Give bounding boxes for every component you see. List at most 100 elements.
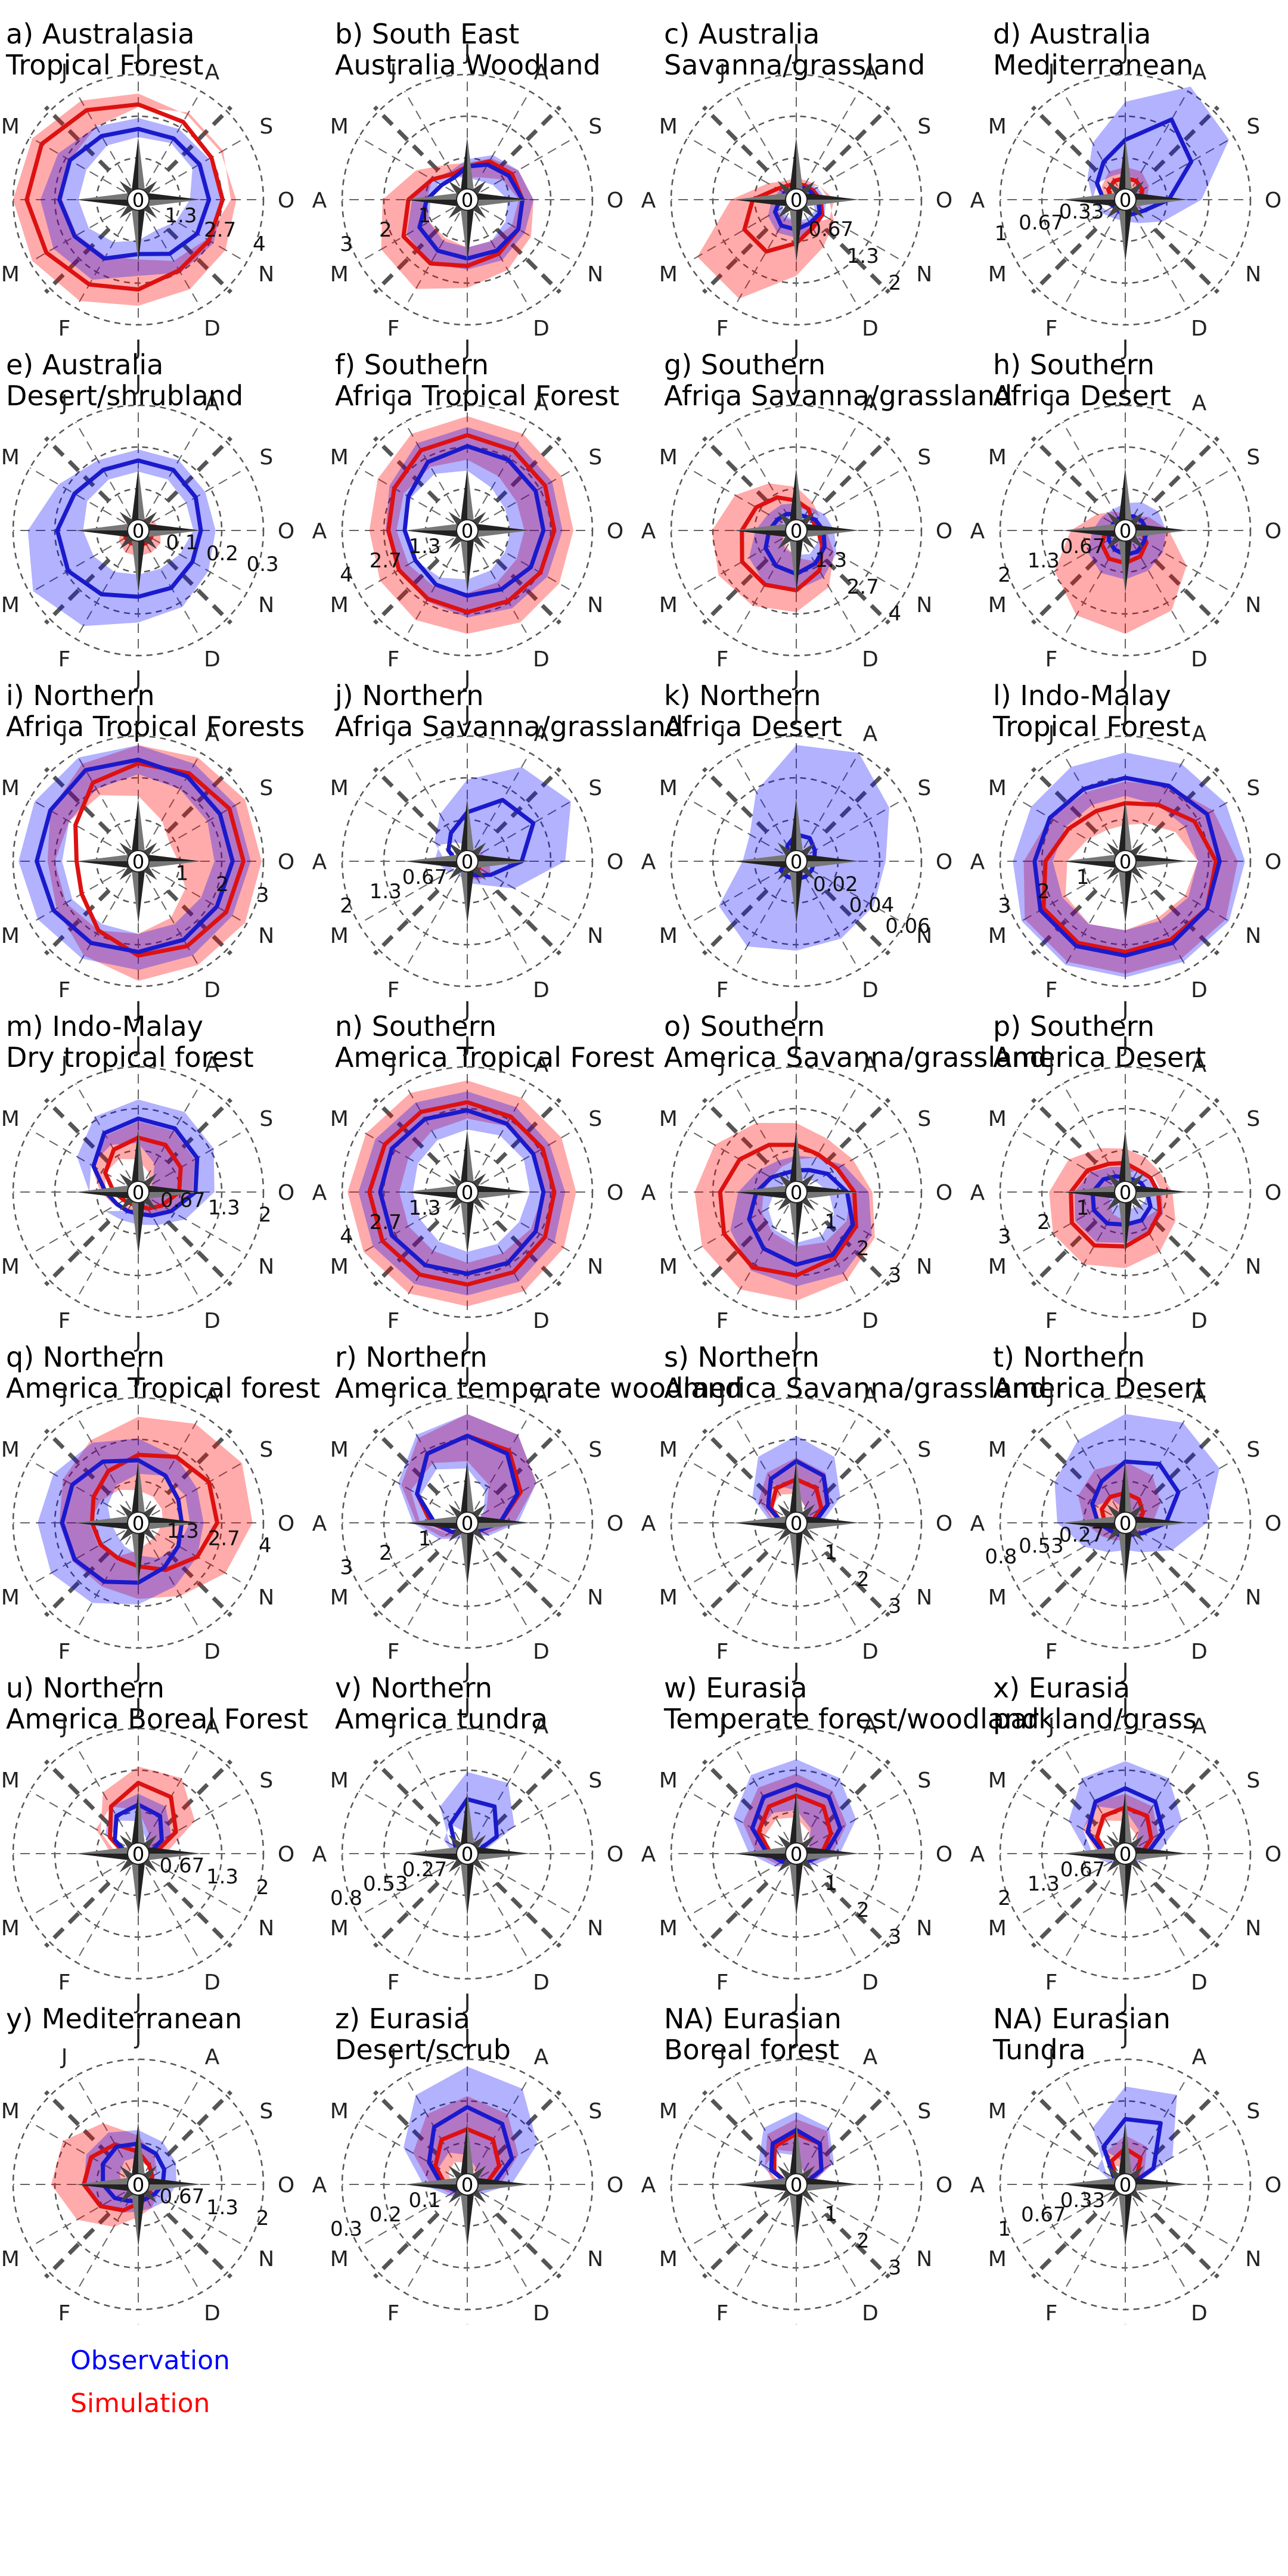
month-label: J: [463, 1694, 471, 1719]
month-label: O: [1265, 2173, 1281, 2198]
month-label: F: [716, 978, 729, 1003]
compass-arm: [460, 1129, 467, 1192]
grid-spoke: [138, 136, 247, 200]
compass-arm: [131, 1523, 138, 1585]
axis-spoke: [44, 1882, 110, 1948]
grid-spoke: [404, 2075, 468, 2185]
grid-spoke: [1125, 421, 1188, 531]
month-label: O: [936, 1842, 952, 1867]
axis-spoke: [824, 889, 891, 956]
ring-value-label: 2: [340, 894, 353, 918]
grid-spoke: [467, 861, 576, 924]
axis-spoke: [44, 1220, 110, 1287]
observation-band: [105, 1793, 172, 1860]
compass-arm: [1125, 530, 1133, 593]
month-label: A: [1192, 1383, 1207, 1408]
grid-spoke: [138, 1460, 247, 1523]
month-label: J: [389, 1053, 397, 1077]
axis-spoke: [1031, 105, 1097, 172]
ring-value-label: 0.06: [885, 914, 930, 938]
month-label: J: [134, 1659, 142, 1684]
axis-spoke: [702, 1551, 768, 1618]
month-label: M: [659, 1255, 678, 1279]
observation-band: [40, 118, 223, 280]
panel-title-line1: k) Northern: [664, 679, 821, 712]
compass-arm: [405, 200, 467, 207]
grid-spoke: [796, 530, 905, 594]
month-label: J: [718, 722, 726, 746]
month-label: J: [463, 371, 471, 396]
month-label: O: [1265, 519, 1281, 544]
compass-arm: [734, 2177, 796, 2184]
axis-spoke: [1153, 889, 1220, 956]
month-label: M: [988, 1255, 1007, 1279]
month-label: A: [641, 1181, 656, 1205]
panel-title-line1: d) Australia: [993, 18, 1151, 50]
month-label: J: [1121, 667, 1129, 691]
axis-spoke: [495, 2212, 562, 2279]
grid-spoke: [138, 861, 247, 924]
month-label: A: [641, 519, 656, 544]
ring-value-label: 3: [889, 1264, 902, 1287]
month-label: J: [718, 1383, 726, 1408]
grid-spoke: [404, 1853, 468, 1963]
compass-arm: [789, 861, 796, 924]
month-label: M: [988, 1107, 1007, 1131]
compass-center: [456, 188, 479, 211]
compass-arm: [76, 2184, 138, 2192]
axis-spoke: [44, 1097, 110, 1164]
grid-spoke: [796, 861, 905, 924]
grid-spoke: [138, 1083, 201, 1193]
grid-spoke: [467, 1522, 576, 1586]
compass-arm: [138, 2177, 201, 2184]
compass-arm: [131, 1460, 138, 1523]
grid-spoke: [404, 1745, 468, 1854]
compass-arm: [1063, 854, 1125, 861]
grid-spoke: [1016, 467, 1126, 531]
compass-arm: [1125, 200, 1133, 262]
compass-center: [785, 1842, 808, 1865]
month-label: M: [330, 924, 349, 948]
ring-value-label: 0.2: [206, 542, 238, 566]
grid-spoke: [1125, 1191, 1188, 1301]
grid-spoke: [138, 1853, 201, 1963]
grid-spoke: [796, 1790, 905, 1854]
month-label: J: [134, 1694, 142, 1719]
grid-spoke: [404, 199, 468, 309]
observation-line: [57, 126, 212, 261]
compass-center: [785, 1181, 808, 1203]
compass-arm: [796, 1523, 804, 1585]
ring-value-label: 3: [889, 1925, 902, 1949]
compass-arm: [1125, 2184, 1133, 2247]
axis-spoke: [166, 2212, 233, 2279]
compass-arm: [76, 530, 138, 538]
month-label: J: [134, 371, 142, 396]
grid-spoke: [467, 1191, 576, 1255]
panel-title-line2: America temperate woodland: [335, 1372, 743, 1404]
compass-center: [1114, 1181, 1137, 1203]
axis-spoke: [44, 1551, 110, 1618]
month-label: M: [988, 1768, 1007, 1793]
compass-arm: [1125, 523, 1188, 530]
month-label: S: [1246, 776, 1260, 800]
compass-arm: [789, 1460, 796, 1523]
month-label: J: [1047, 722, 1055, 746]
compass-arm: [796, 192, 859, 200]
compass-arm: [138, 468, 146, 530]
month-label: O: [278, 188, 294, 213]
grid-spoke: [138, 2184, 201, 2293]
month-label: F: [387, 316, 400, 341]
month-label: M: [988, 1585, 1007, 1610]
month-label: M: [988, 2247, 1007, 2271]
month-label: N: [258, 1916, 274, 1941]
grid-spoke: [796, 530, 859, 640]
panel-title-line2: America tundra: [335, 1703, 548, 1735]
center-label: 0: [132, 851, 144, 873]
month-label: A: [312, 188, 327, 213]
month-label: O: [936, 188, 952, 213]
axis-spoke: [373, 1428, 439, 1495]
panel-title-line1: q) Northern: [6, 1341, 165, 1373]
axis-spoke: [824, 1428, 891, 1495]
center-label: 0: [132, 189, 144, 212]
